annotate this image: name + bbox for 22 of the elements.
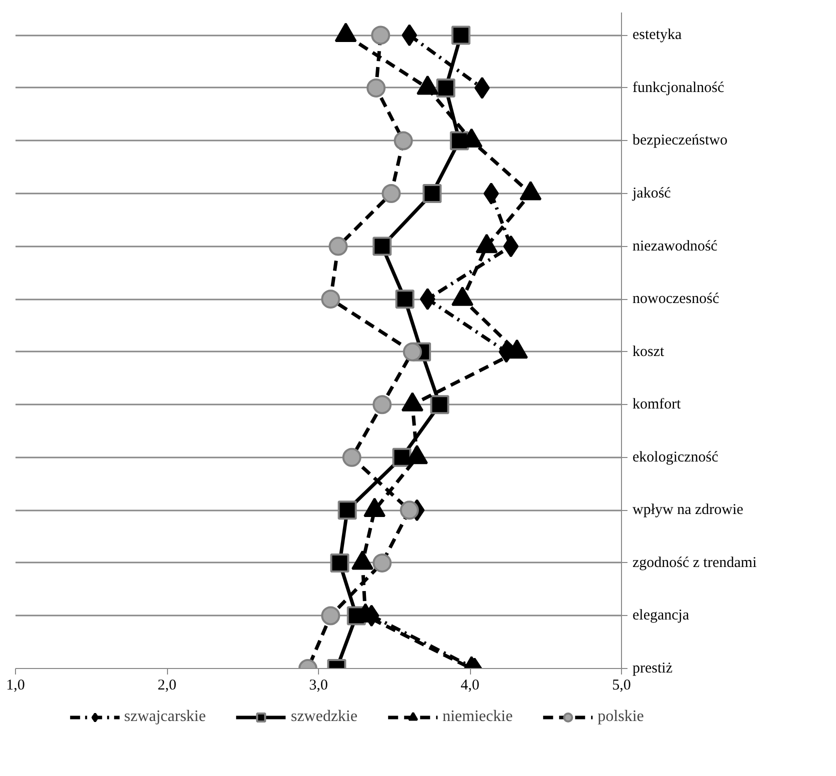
y-tick-label: prestiż xyxy=(632,660,673,676)
y-tick-label: bezpieczeństwo xyxy=(632,132,728,149)
y-tick-label: elegancja xyxy=(632,608,690,624)
y-tick-label: ekologiczność xyxy=(632,449,719,466)
x-tick-label: 4,0 xyxy=(460,678,480,694)
y-tick-label: funkcjonalność xyxy=(632,80,724,96)
x-tick-label: 1,0 xyxy=(6,678,25,694)
y-tick-label: estetyka xyxy=(632,27,682,44)
legend-label: niemieckie xyxy=(442,708,513,726)
legend-label: szwedzkie xyxy=(290,708,358,726)
y-tick-label: jakość xyxy=(632,186,672,202)
y-tick-label: wpływ na zdrowie xyxy=(632,502,744,518)
y-tick-label: komfort xyxy=(632,396,682,413)
x-tick-label: 2,0 xyxy=(158,678,176,694)
y-tick-label: zgodność z trendami xyxy=(632,554,757,571)
legend-label: szwajcarskie xyxy=(124,708,206,726)
x-tick-label: 3,0 xyxy=(309,678,328,694)
y-tick-label: koszt xyxy=(632,344,665,360)
x-tick-label: 5,0 xyxy=(612,678,631,694)
y-tick-label: nowoczesność xyxy=(632,291,720,308)
legend-label: polskie xyxy=(598,708,644,726)
y-tick-label: niezawodność xyxy=(632,238,718,254)
